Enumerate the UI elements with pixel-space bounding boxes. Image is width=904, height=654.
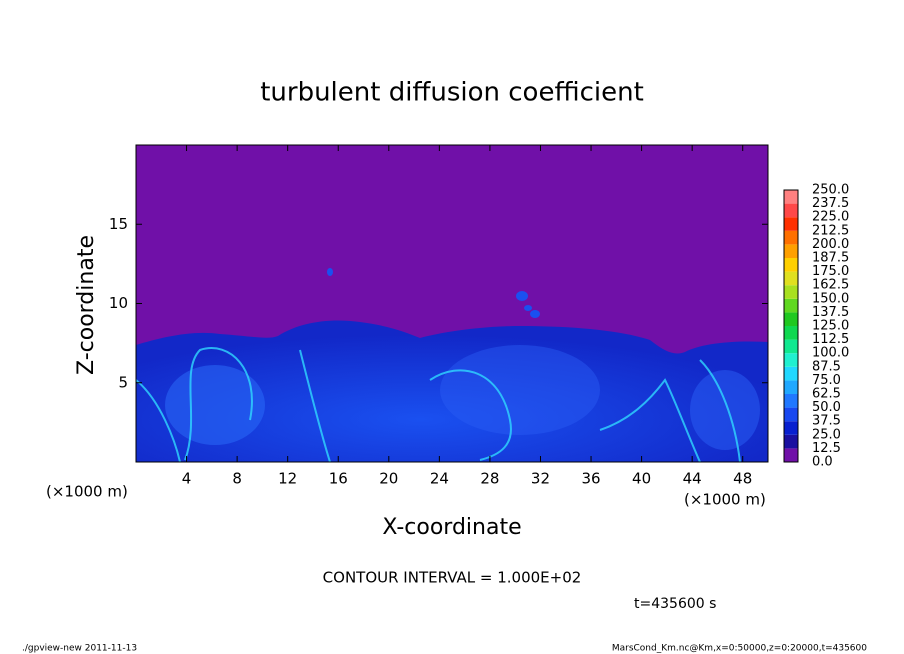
y-axis-label: Z-coordinate bbox=[74, 235, 99, 375]
x-tick-label: 20 bbox=[379, 470, 398, 488]
x-tick-label: 40 bbox=[632, 470, 651, 488]
x-tick-label: 36 bbox=[581, 470, 600, 488]
colorbar-bin bbox=[784, 366, 798, 381]
colorbar-label: 137.5 bbox=[812, 305, 849, 320]
eddy bbox=[440, 345, 600, 435]
colorbar-bin bbox=[784, 448, 798, 462]
colorbar-label: 25.0 bbox=[812, 427, 841, 442]
x-tick-label: 12 bbox=[278, 470, 297, 488]
eddy bbox=[165, 365, 265, 445]
colorbar-label: 250.0 bbox=[812, 183, 849, 198]
colorbar-bin bbox=[784, 407, 798, 422]
x-unit-label: (×1000 m) bbox=[684, 491, 766, 509]
colorbar-bin bbox=[784, 326, 798, 340]
colorbar-bin bbox=[784, 421, 798, 435]
x-tick-label: 4 bbox=[182, 470, 192, 488]
colorbar-bin bbox=[784, 394, 798, 408]
colorbar-bin bbox=[784, 285, 798, 299]
colorbar-label: 125.0 bbox=[812, 319, 849, 334]
y-tick-label: 15 bbox=[109, 215, 128, 233]
colorbar-label: 187.5 bbox=[812, 251, 849, 266]
colorbar-label: 75.0 bbox=[812, 373, 841, 388]
colorbar-bin bbox=[784, 190, 798, 204]
colorbar-label: 200.0 bbox=[812, 237, 849, 252]
contour-interval: CONTOUR INTERVAL = 1.000E+02 bbox=[323, 569, 582, 587]
colorbar-label: 37.5 bbox=[812, 414, 841, 429]
colorbar-label: 50.0 bbox=[812, 400, 841, 415]
colorbar-label: 62.5 bbox=[812, 387, 841, 402]
colorbar-label: 100.0 bbox=[812, 346, 849, 361]
colorbar-bin bbox=[784, 230, 798, 245]
colorbar-label: 0.0 bbox=[812, 455, 833, 470]
colorbar-bin bbox=[784, 298, 798, 313]
x-tick-label: 28 bbox=[480, 470, 499, 488]
x-tick-label: 16 bbox=[329, 470, 348, 488]
colorbar-label: 175.0 bbox=[812, 264, 849, 279]
chart-title: turbulent diffusion coefficient bbox=[260, 78, 644, 108]
colorbar-label: 87.5 bbox=[812, 359, 841, 374]
colorbar-label: 237.5 bbox=[812, 196, 849, 211]
colorbar-bin bbox=[784, 339, 798, 354]
x-tick-label: 32 bbox=[531, 470, 550, 488]
colorbar-bin bbox=[784, 434, 798, 449]
x-tick-label: 44 bbox=[683, 470, 702, 488]
colorbar-bin bbox=[784, 217, 798, 231]
colorbar-bin bbox=[784, 244, 798, 258]
colorbar-bin bbox=[784, 380, 798, 394]
colorbar-label: 162.5 bbox=[812, 278, 849, 293]
footer-right: MarsCond_Km.nc@Km,x=0:50000,z=0:20000,t=… bbox=[612, 644, 867, 654]
colorbar-label: 150.0 bbox=[812, 291, 849, 306]
colorbar-bin bbox=[784, 258, 798, 272]
y-tick-label: 10 bbox=[109, 294, 128, 312]
x-unit-label: (×1000 m) bbox=[46, 483, 128, 501]
filaments bbox=[136, 347, 741, 462]
colorbar-label: 212.5 bbox=[812, 223, 849, 238]
colorbar-bin bbox=[784, 312, 798, 326]
colorbar-bin bbox=[784, 353, 798, 367]
colorbar-label: 12.5 bbox=[812, 441, 841, 456]
colorbar-frame bbox=[783, 189, 799, 463]
footer-left: ./gpview-new 2011-11-13 bbox=[22, 644, 137, 654]
colorbar-bin bbox=[784, 271, 798, 286]
colorbar-label: 225.0 bbox=[812, 210, 849, 225]
x-tick-label: 48 bbox=[733, 470, 752, 488]
x-tick-label: 24 bbox=[430, 470, 449, 488]
colorbar-label: 112.5 bbox=[812, 332, 849, 347]
time-label: t=435600 s bbox=[634, 596, 716, 612]
x-axis-label: X-coordinate bbox=[382, 515, 521, 540]
colorbar-bin bbox=[784, 203, 798, 218]
field bbox=[136, 268, 768, 462]
y-tick-label: 5 bbox=[118, 373, 128, 391]
clouds bbox=[327, 268, 540, 318]
eddy bbox=[690, 370, 760, 450]
x-tick-label: 8 bbox=[232, 470, 242, 488]
